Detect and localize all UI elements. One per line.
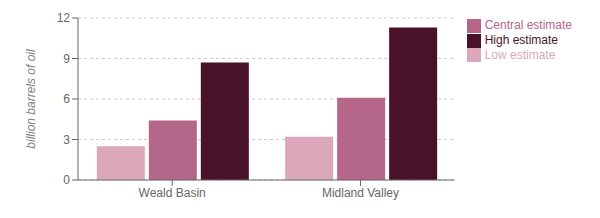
svg-text:3: 3 — [63, 133, 70, 147]
html-text:Central estimate: Central estimate — [484, 18, 572, 32]
html-text:High estimate: High estimate — [484, 32, 558, 47]
svg-text:12: 12 — [57, 11, 71, 25]
svg-text:6: 6 — [63, 92, 70, 106]
svg-text:Midland Valley: Midland Valley — [322, 186, 399, 200]
svg-text:0: 0 — [63, 173, 70, 187]
svg-text:Weald Basin: Weald Basin — [139, 186, 206, 200]
svg-text:billion barrels of oil: billion barrels of oil — [24, 49, 38, 149]
svg-text:9: 9 — [63, 52, 70, 66]
html-text:Low estimate: Low estimate — [484, 47, 556, 62]
